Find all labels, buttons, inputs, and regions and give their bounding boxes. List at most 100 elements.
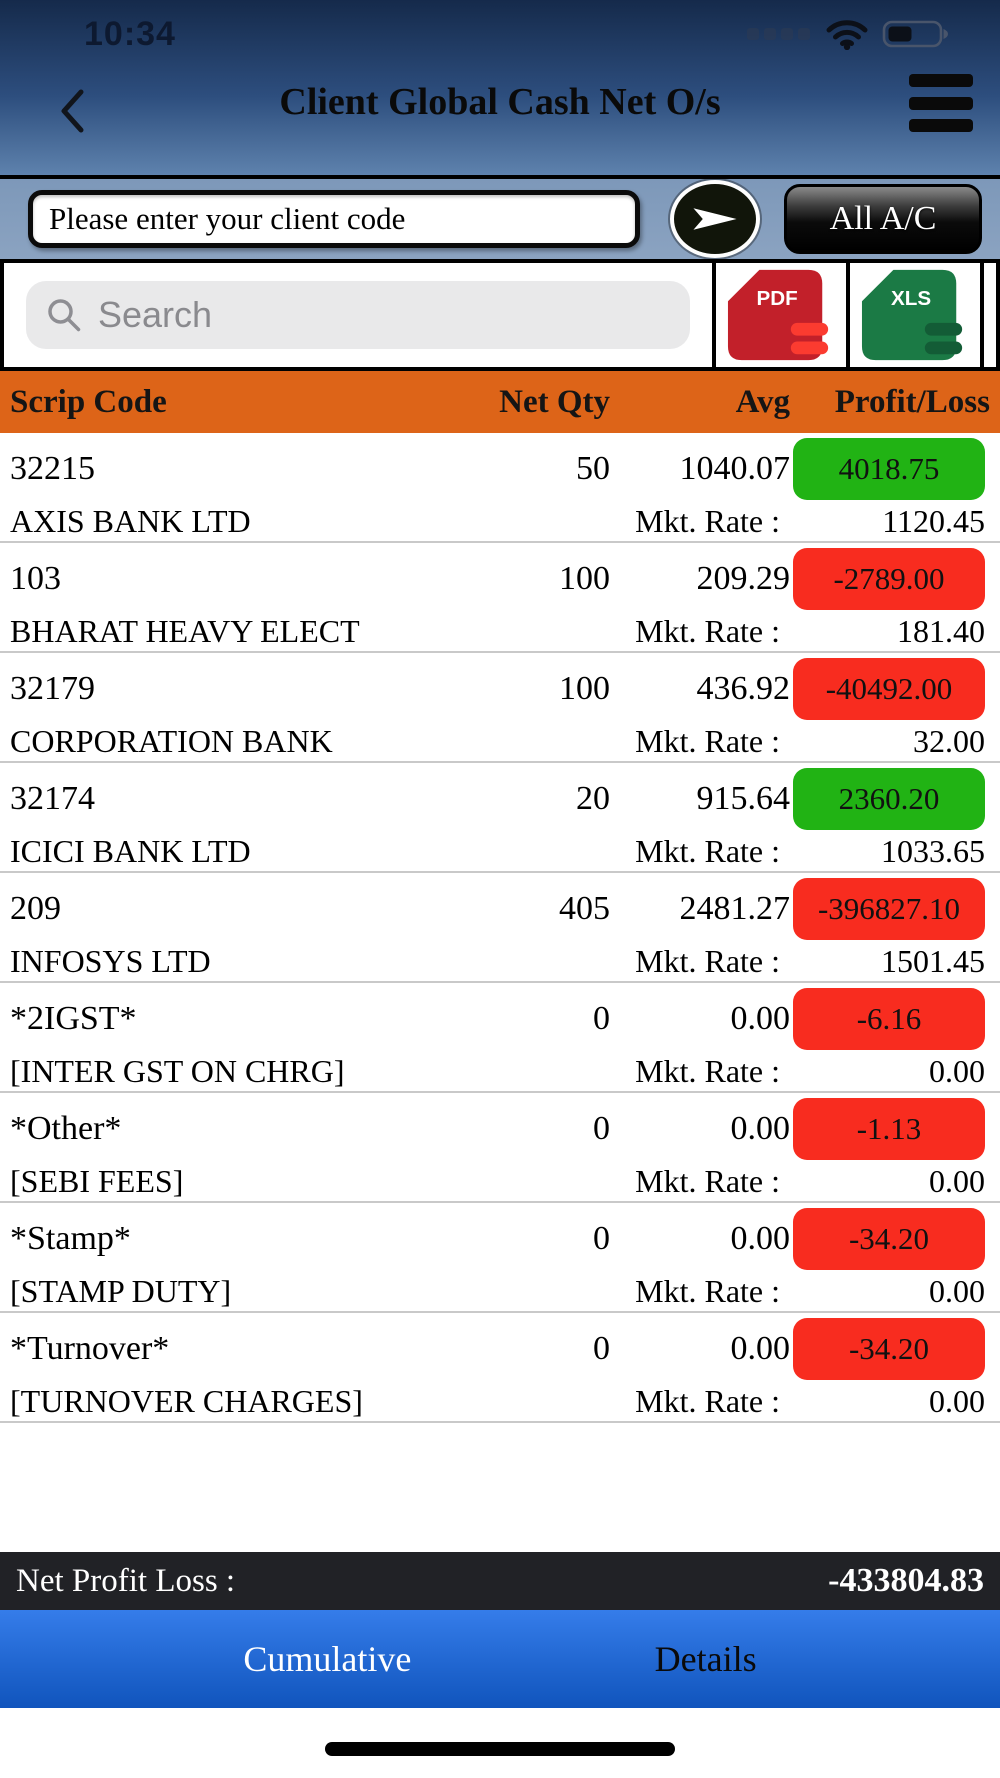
tab-cumulative[interactable]: Cumulative [243,1639,412,1679]
table-row[interactable]: *Other* 0 0.00 -1.13 [SEBI FEES] Mkt. Ra… [0,1093,1000,1203]
col-header-scrip-code: Scrip Code [10,383,167,420]
row-main-line: *Turnover* 0 0.00 -34.20 [0,1317,1000,1381]
net-qty: 0 [593,1110,610,1147]
search-export-bar: PDF XLS [0,263,1000,371]
table-header: Scrip Code Net Qty Avg Profit/Loss [0,371,1000,433]
row-sub-line: [INTER GST ON CHRG] Mkt. Rate : 0.00 [0,1051,1000,1091]
net-qty: 20 [576,780,610,817]
scrip-code: 32215 [10,450,95,487]
row-sub-line: INFOSYS LTD Mkt. Rate : 1501.45 [0,941,1000,981]
menu-bar [909,119,973,132]
mkt-rate-label: Mkt. Rate : [635,1162,780,1199]
scrip-code: 209 [10,890,61,927]
table-row[interactable]: *Stamp* 0 0.00 -34.20 [STAMP DUTY] Mkt. … [0,1203,1000,1313]
profit-loss-cell: 2360.20 [790,768,1000,830]
net-profit-loss-label: Net Profit Loss : [16,1562,236,1599]
scrip-code: 103 [10,560,61,597]
profit-loss-cell: -34.20 [790,1208,1000,1270]
table-row[interactable]: 32179 100 436.92 -40492.00 CORPORATION B… [0,653,1000,763]
send-arrow-icon [693,208,737,230]
scrip-name: INFOSYS LTD [10,942,211,979]
client-code-input[interactable] [28,190,640,248]
row-main-line: 103 100 209.29 -2789.00 [0,547,1000,611]
mkt-rate-value: 181.40 [897,612,985,649]
nav-bar: Client Global Cash Net O/s [0,66,1000,156]
scrip-name: BHARAT HEAVY ELECT [10,612,360,649]
col-header-avg: Avg [735,383,790,420]
back-button[interactable] [52,84,92,138]
scrip-name: [TURNOVER CHARGES] [10,1382,363,1419]
scrip-name: CORPORATION BANK [10,722,333,759]
col-header-profit-loss: Profit/Loss [834,383,990,420]
scrip-code: *Turnover* [10,1330,170,1367]
scrip-code: *Other* [10,1110,122,1147]
mkt-rate-label: Mkt. Rate : [635,1272,780,1309]
export-xls-button[interactable]: XLS [846,263,980,367]
profit-loss-cell: -2789.00 [790,548,1000,610]
avg-price: 209.29 [696,560,791,597]
table-row[interactable]: 103 100 209.29 -2789.00 BHARAT HEAVY ELE… [0,543,1000,653]
table-row[interactable]: 32174 20 915.64 2360.20 ICICI BANK LTD M… [0,763,1000,873]
menu-button[interactable] [909,74,973,132]
row-sub-line: BHARAT HEAVY ELECT Mkt. Rate : 181.40 [0,611,1000,651]
search-input[interactable] [96,293,670,337]
table-row[interactable]: 209 405 2481.27 -396827.10 INFOSYS LTD M… [0,873,1000,983]
home-indicator[interactable] [325,1742,675,1756]
row-main-line: 209 405 2481.27 -396827.10 [0,877,1000,941]
profit-loss-cell: -40492.00 [790,658,1000,720]
row-sub-line: ICICI BANK LTD Mkt. Rate : 1033.65 [0,831,1000,871]
profit-loss-cell: -6.16 [790,988,1000,1050]
menu-bar [909,74,973,87]
avg-price: 436.92 [696,670,791,707]
scrip-name: [STAMP DUTY] [10,1272,232,1309]
mkt-rate-value: 0.00 [929,1272,985,1309]
avg-price: 2481.27 [679,890,791,927]
table-row[interactable]: *Turnover* 0 0.00 -34.20 [TURNOVER CHARG… [0,1313,1000,1423]
avg-price: 0.00 [730,1110,791,1147]
profit-loss-badge: -34.20 [793,1208,985,1270]
profit-loss-cell: -34.20 [790,1318,1000,1380]
profit-loss-cell: -1.13 [790,1098,1000,1160]
page-title: Client Global Cash Net O/s [279,81,721,123]
header-area: 10:34 Client Global [0,0,1000,175]
table-row[interactable]: *2IGST* 0 0.00 -6.16 [INTER GST ON CHRG]… [0,983,1000,1093]
avg-price: 0.00 [730,1330,791,1367]
menu-bar [909,96,973,110]
row-main-line: 32215 50 1040.07 4018.75 [0,437,1000,501]
profit-loss-badge: -2789.00 [793,548,985,610]
profit-loss-badge: -396827.10 [793,878,985,940]
mkt-rate-label: Mkt. Rate : [635,722,780,759]
net-profit-loss-value: -433804.83 [828,1562,984,1599]
tab-details[interactable]: Details [654,1639,757,1679]
net-qty: 100 [559,560,610,597]
submit-client-code-button[interactable] [670,180,760,258]
profit-loss-cell: 4018.75 [790,438,1000,500]
row-sub-line: AXIS BANK LTD Mkt. Rate : 1120.45 [0,501,1000,541]
empty-space [0,1423,1000,1552]
cellular-signal-icon [747,28,810,40]
net-profit-loss-bar: Net Profit Loss : -433804.83 [0,1552,1000,1610]
search-field[interactable] [26,281,690,349]
mkt-rate-value: 1501.45 [881,942,985,979]
net-qty: 0 [593,1000,610,1037]
avg-price: 0.00 [730,1220,791,1257]
profit-loss-badge: -34.20 [793,1318,985,1380]
scrip-name: [SEBI FEES] [10,1162,184,1199]
profit-loss-cell: -396827.10 [790,878,1000,940]
row-main-line: 32179 100 436.92 -40492.00 [0,657,1000,721]
mkt-rate-value: 0.00 [929,1382,985,1419]
search-icon [48,299,81,332]
profit-loss-badge: -40492.00 [793,658,985,720]
profit-loss-badge: 2360.20 [793,768,985,830]
net-qty: 50 [576,450,610,487]
bottom-tabs: Cumulative Details [0,1610,1000,1708]
net-qty: 0 [593,1330,610,1367]
row-main-line: *2IGST* 0 0.00 -6.16 [0,987,1000,1051]
export-pdf-button[interactable]: PDF [712,263,846,367]
row-sub-line: CORPORATION BANK Mkt. Rate : 32.00 [0,721,1000,761]
profit-loss-badge: -6.16 [793,988,985,1050]
table-row[interactable]: 32215 50 1040.07 4018.75 AXIS BANK LTD M… [0,433,1000,543]
all-accounts-button[interactable]: All A/C [784,184,982,254]
net-qty: 100 [559,670,610,707]
mkt-rate-value: 1033.65 [881,832,985,869]
